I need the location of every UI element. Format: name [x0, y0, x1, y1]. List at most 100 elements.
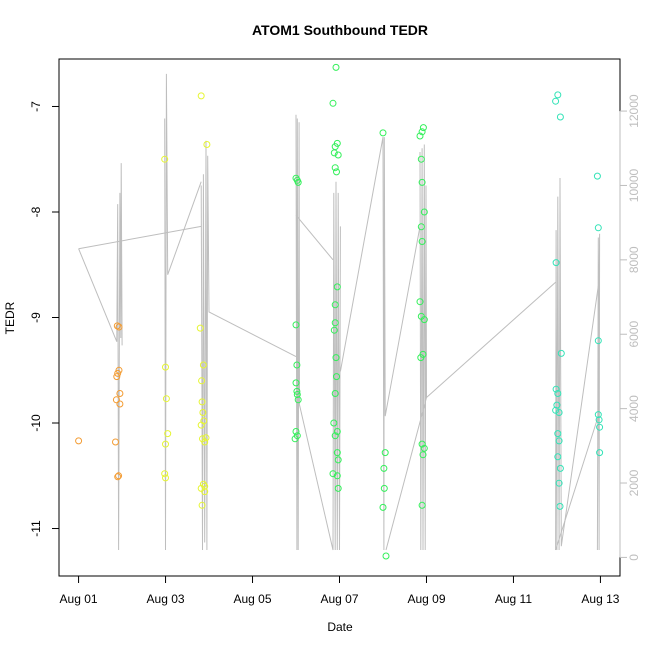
data-point	[595, 416, 603, 424]
data-point	[329, 99, 337, 107]
data-point	[418, 501, 426, 509]
data-point	[201, 488, 209, 496]
data-point	[332, 354, 340, 362]
data-point	[114, 369, 122, 377]
data-point	[418, 178, 426, 186]
data-point	[333, 373, 340, 381]
data-point	[552, 406, 560, 414]
data-point	[162, 395, 170, 403]
x-axis: Aug 01 Aug 03 Aug 05 Aug 07 Aug 09 Aug 11 Aug …	[60, 575, 620, 606]
data-point	[333, 168, 340, 176]
data-point	[291, 435, 299, 443]
data-point	[294, 396, 302, 404]
data-point	[556, 502, 564, 510]
overlay-line-segment	[78, 163, 123, 551]
data-point	[197, 92, 205, 100]
data-point	[196, 324, 204, 332]
data-point	[198, 501, 206, 509]
data-point	[331, 432, 339, 440]
data-point	[162, 474, 169, 482]
data-point	[417, 223, 425, 231]
data-point	[420, 208, 428, 216]
data-point	[293, 387, 301, 395]
y2-tick-label: 10000	[627, 168, 641, 202]
data-point	[197, 421, 205, 429]
overlay-line-segment	[295, 114, 300, 551]
overlay-line-layer	[78, 73, 601, 551]
data-point	[334, 456, 342, 464]
data-point	[164, 430, 172, 438]
y-tick-label: -10	[29, 414, 43, 432]
data-point	[334, 484, 342, 492]
y2-axis: 0 2000 4000 6000 8000 10000 12000	[619, 94, 641, 561]
data-point	[557, 349, 565, 357]
series-group	[161, 92, 211, 509]
data-point	[199, 409, 207, 416]
data-point	[333, 449, 341, 457]
data-point	[75, 437, 83, 445]
data-point	[329, 470, 337, 478]
y2-tick-label: 4000	[627, 395, 641, 422]
data-point	[162, 363, 169, 371]
data-point	[554, 390, 562, 397]
x-tick-label: Aug 09	[407, 592, 445, 606]
data-point	[555, 479, 563, 487]
x-tick-label: Aug 03	[147, 592, 185, 606]
data-point	[416, 132, 424, 140]
data-point	[554, 91, 562, 99]
data-point	[554, 430, 562, 438]
y-tick-label: -8	[29, 206, 43, 217]
data-point	[201, 438, 209, 446]
data-point	[594, 224, 602, 232]
data-point	[199, 361, 207, 369]
data-point	[331, 301, 339, 309]
data-point	[419, 124, 427, 132]
data-point	[379, 503, 387, 511]
data-point	[416, 298, 424, 306]
data-point	[292, 379, 300, 387]
point-layer	[75, 63, 604, 560]
chart-title: ATOM1 Southbound TEDR	[252, 22, 428, 38]
y2-tick-label: 2000	[627, 469, 641, 496]
data-point	[116, 390, 124, 397]
data-point	[417, 354, 425, 362]
overlay-line-segment	[299, 181, 341, 551]
x-tick-label: Aug 13	[581, 592, 619, 606]
data-point	[554, 453, 562, 461]
data-point	[292, 321, 300, 329]
data-point	[552, 259, 560, 267]
data-point	[199, 480, 207, 488]
data-point	[330, 419, 338, 427]
data-point	[292, 428, 300, 435]
data-point	[198, 398, 206, 406]
data-point	[594, 411, 602, 419]
data-point	[552, 97, 560, 105]
data-point	[330, 326, 338, 334]
data-point	[593, 172, 601, 180]
series-group	[75, 322, 124, 481]
data-point	[379, 129, 387, 137]
x-tick-label: Aug 07	[320, 592, 358, 606]
overlay-line-segment	[78, 225, 202, 250]
data-point	[161, 155, 169, 163]
data-point	[420, 444, 428, 452]
data-point	[418, 440, 426, 448]
data-point	[162, 440, 169, 448]
x-tick-label: Aug 01	[60, 592, 98, 606]
data-point	[418, 238, 426, 245]
data-point	[553, 401, 561, 409]
y2-tick-label: 12000	[627, 94, 641, 128]
data-point	[380, 484, 388, 492]
data-point	[294, 178, 302, 186]
data-point	[418, 128, 426, 136]
data-point	[113, 322, 121, 330]
data-point	[594, 337, 602, 345]
data-point	[420, 316, 428, 324]
y2-tick-label: 0	[627, 554, 641, 561]
x-tick-label: Aug 05	[233, 592, 271, 606]
data-point	[203, 141, 211, 148]
data-point	[112, 438, 119, 446]
x-axis-label: Date	[327, 620, 353, 634]
data-point	[330, 149, 338, 157]
